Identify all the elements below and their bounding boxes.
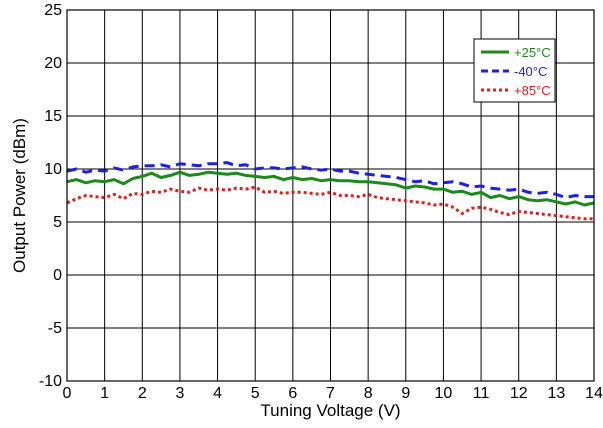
x-tick-label: 4 (213, 385, 222, 402)
x-tick-label: 14 (585, 385, 603, 402)
y-tick-label: -5 (48, 320, 62, 337)
x-tick-label: 13 (547, 385, 565, 402)
series-line-2 (66, 185, 594, 221)
x-axis-label: Tuning Voltage (V) (260, 401, 400, 420)
x-tick-label: 9 (401, 385, 410, 402)
x-tick-label: 7 (326, 385, 335, 402)
plot-area-frame (66, 9, 595, 382)
y-tick-label: 5 (53, 214, 62, 231)
x-tick-label: 6 (288, 385, 297, 402)
legend-label: +85°C (514, 83, 551, 98)
x-tick-label: 3 (175, 385, 184, 402)
y-axis-label: Output Power (dBm) (10, 118, 29, 273)
legend-label: +25°C (514, 45, 551, 60)
series-lines (66, 161, 595, 221)
legend-label: -40°C (514, 64, 547, 79)
series-line-0 (66, 170, 595, 207)
x-tick-label: 10 (435, 385, 453, 402)
y-tick-label: 15 (44, 108, 62, 125)
x-tick-label: 5 (251, 385, 260, 402)
legend: +25°C -40°C +85°C (473, 38, 556, 103)
x-tick-label: 11 (473, 385, 490, 402)
y-tick-label: 25 (44, 2, 62, 19)
x-tick-label: 1 (100, 385, 109, 402)
y-tick-label: 0 (53, 267, 62, 284)
x-tick-label: 0 (63, 385, 72, 402)
y-tick-label: 20 (44, 55, 62, 72)
x-tick-label: 8 (364, 385, 373, 402)
x-tick-label: 2 (138, 385, 147, 402)
y-tick-label: 10 (44, 161, 62, 178)
y-tick-label: -10 (39, 373, 62, 390)
x-tick-label: 12 (510, 385, 528, 402)
